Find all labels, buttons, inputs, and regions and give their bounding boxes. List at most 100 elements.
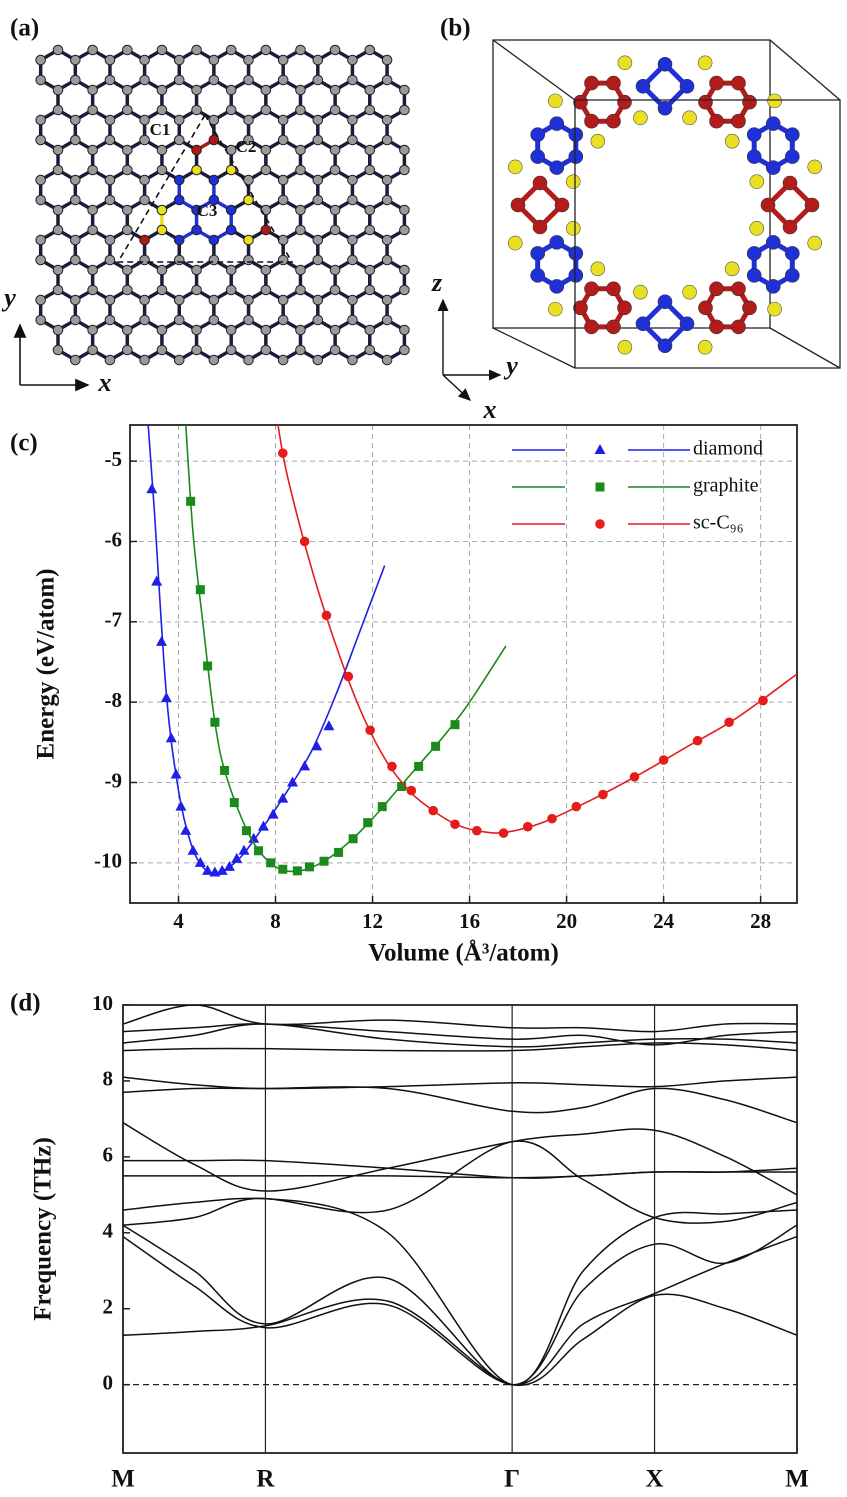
atom	[88, 325, 98, 335]
y-tick-label: 6	[103, 1143, 114, 1167]
point	[166, 732, 177, 742]
atom	[296, 325, 306, 335]
atom	[296, 285, 306, 295]
atom	[88, 105, 98, 115]
figure: (a) (b) C1C2C3xy zyx (c)481216202428-10-…	[0, 0, 847, 1497]
atom	[157, 85, 167, 95]
atom	[157, 45, 167, 55]
atom	[785, 246, 799, 260]
atom	[585, 320, 599, 334]
atom	[88, 145, 98, 155]
point	[277, 793, 288, 803]
atom	[244, 195, 254, 205]
atom	[382, 235, 392, 245]
atom	[808, 236, 822, 250]
atom	[122, 325, 132, 335]
point	[428, 806, 438, 816]
atom	[683, 285, 697, 299]
x-tick-label: R	[256, 1466, 275, 1493]
atom	[226, 205, 236, 215]
point	[499, 828, 509, 838]
atom	[313, 75, 323, 85]
atom	[71, 175, 81, 185]
atom	[566, 175, 580, 189]
atom	[710, 320, 724, 334]
atom	[278, 135, 288, 145]
atom	[278, 175, 288, 185]
atom	[330, 45, 340, 55]
y-tick-label: -7	[105, 608, 123, 632]
atom	[365, 105, 375, 115]
atom	[365, 225, 375, 235]
atom	[330, 205, 340, 215]
atom	[157, 225, 167, 235]
atom	[226, 225, 236, 235]
atom	[36, 315, 46, 325]
atom	[766, 161, 780, 175]
point	[322, 611, 332, 621]
atom	[330, 225, 340, 235]
y-tick-label: -6	[105, 527, 123, 551]
phonon-band	[123, 1225, 797, 1384]
point	[387, 762, 397, 772]
atom	[348, 255, 358, 265]
phonon-band	[123, 1237, 797, 1385]
point	[300, 537, 310, 547]
atom	[71, 55, 81, 65]
atom	[209, 355, 219, 365]
atom	[192, 345, 202, 355]
atom	[71, 235, 81, 245]
atom	[244, 355, 254, 365]
atom	[607, 282, 621, 296]
atom	[226, 45, 236, 55]
atom	[192, 165, 202, 175]
atom	[157, 105, 167, 115]
atom	[71, 195, 81, 205]
atom	[400, 105, 410, 115]
atom	[105, 255, 115, 265]
atom	[548, 94, 562, 108]
atom	[140, 135, 150, 145]
atom	[36, 115, 46, 125]
atom	[36, 75, 46, 85]
atom	[348, 115, 358, 125]
atom	[618, 95, 632, 109]
atom	[88, 265, 98, 275]
atom	[508, 160, 522, 174]
atom	[732, 320, 746, 334]
atom	[53, 285, 63, 295]
panel-c: (c)481216202428-10-9-8-7-6-5diamondgraph…	[10, 425, 797, 967]
cell-edge	[493, 40, 575, 100]
point	[320, 857, 329, 866]
atom	[209, 255, 219, 265]
atom	[53, 225, 63, 235]
cell-edge	[770, 328, 840, 368]
atom	[330, 85, 340, 95]
atom	[296, 105, 306, 115]
atom	[226, 325, 236, 335]
point	[238, 845, 249, 855]
atom	[88, 285, 98, 295]
atom	[296, 225, 306, 235]
atom	[348, 135, 358, 145]
atom	[71, 115, 81, 125]
atom	[732, 114, 746, 128]
atom	[36, 235, 46, 245]
atom	[157, 145, 167, 155]
atom	[566, 221, 580, 235]
atom	[261, 105, 271, 115]
atom	[365, 205, 375, 215]
atom	[192, 225, 202, 235]
point	[146, 483, 157, 493]
x-tick-label: M	[111, 1466, 135, 1493]
atom	[747, 128, 761, 142]
atom	[209, 75, 219, 85]
atom	[88, 225, 98, 235]
atom	[365, 265, 375, 275]
atom	[710, 282, 724, 296]
point	[659, 755, 669, 765]
atom	[569, 268, 583, 282]
atom	[157, 325, 167, 335]
atom	[618, 340, 632, 354]
atom	[330, 105, 340, 115]
